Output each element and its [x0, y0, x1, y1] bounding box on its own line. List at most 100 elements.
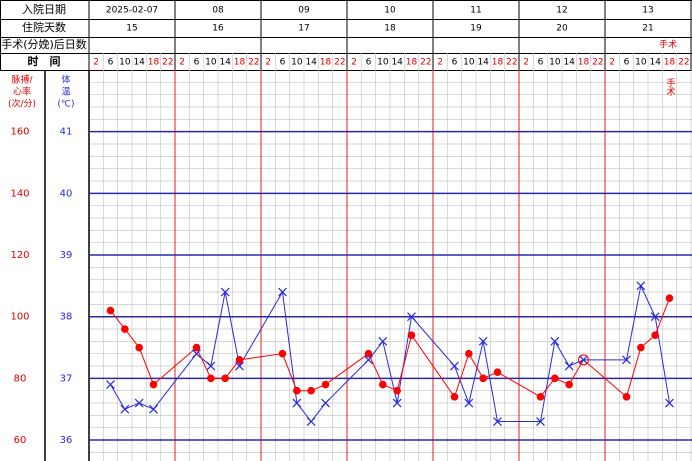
temp-axis-label: 体: [61, 74, 70, 86]
temp-x: [106, 380, 115, 389]
temp-x: [292, 398, 302, 408]
pulse-dot: [364, 349, 373, 358]
temp-marker: [149, 404, 158, 414]
temp-marker: [464, 398, 474, 408]
time-slot: 14: [219, 58, 231, 68]
time-slot: 22: [678, 58, 689, 68]
series-line: [110, 298, 670, 398]
time-slot: 22: [592, 58, 603, 68]
temp-marker: [564, 361, 574, 371]
temp-x: [278, 287, 287, 297]
temp-marker: [622, 355, 631, 365]
temp-marker: [550, 336, 560, 346]
time-slot: 6: [108, 58, 114, 68]
time-slot: 22: [248, 58, 259, 68]
annotation: 手术: [665, 77, 676, 97]
temp-marker: [220, 287, 230, 297]
time-slot: 10: [635, 58, 647, 68]
pulse-dot: [192, 343, 201, 352]
temp-marker: [292, 398, 302, 408]
temp-marker: [306, 417, 316, 426]
pulse-dot: [565, 380, 573, 389]
pulse-dot: [379, 380, 387, 389]
time-slot: 10: [205, 58, 217, 68]
pulse-dot: [465, 349, 473, 358]
time-slot: 18: [320, 58, 332, 68]
time-slot: 18: [406, 58, 418, 68]
time-slot: 2: [609, 58, 615, 68]
pulse-dot: [450, 393, 459, 401]
pulse-dot: [121, 325, 129, 333]
time-slot: 6: [366, 58, 372, 68]
time-slot: 2: [437, 58, 443, 68]
temp-x: [364, 355, 373, 365]
y-tick-label: 40: [60, 188, 73, 199]
y2-tick-label: 160: [10, 127, 29, 138]
time-slot: 14: [133, 58, 145, 68]
pulse-dot: [407, 331, 416, 339]
pulse-dot: [207, 374, 215, 383]
time-slot: 18: [664, 58, 676, 68]
y-tick-label: 37: [60, 373, 73, 384]
y-tick-label: 39: [60, 250, 73, 261]
time-slot: 2: [351, 58, 357, 68]
pulse-dot: [307, 386, 315, 395]
temp-marker: [665, 398, 674, 408]
y2-tick-label: 80: [14, 373, 27, 384]
temp-marker: [192, 349, 201, 359]
y2-tick-label: 140: [10, 188, 29, 199]
time-slot: 22: [420, 58, 431, 68]
temp-x: [220, 287, 230, 297]
pulse-dot: [479, 374, 487, 383]
pulse-axis-label: (次/分): [8, 98, 36, 110]
temp-marker: [106, 380, 115, 389]
row-label: 手术(分娩)后日数: [1, 37, 87, 51]
date: 13: [642, 6, 653, 16]
y2-tick-label: 120: [10, 250, 29, 261]
row-label: 时 间: [28, 54, 61, 68]
temp-x: [650, 312, 660, 322]
temp-x: [536, 417, 545, 426]
pulse-dot: [665, 294, 674, 302]
y2-tick-label: 60: [14, 435, 27, 446]
time-slot: 2: [523, 58, 529, 68]
temp-marker: [392, 398, 402, 408]
time-slot: 14: [305, 58, 317, 68]
time-slot: 14: [391, 58, 403, 68]
pulse-dot: [278, 349, 287, 358]
time-slot: 22: [506, 58, 517, 68]
time-slot: 2: [265, 58, 271, 68]
pulse-dot: [293, 386, 301, 395]
date: 12: [556, 6, 567, 16]
pulse-dot: [551, 374, 559, 383]
time-slot: 10: [377, 58, 389, 68]
pulse-dot: [393, 386, 401, 395]
temp-axis-label: (℃): [57, 100, 74, 110]
date: 09: [298, 6, 310, 16]
temp-axis-label: 温: [61, 87, 70, 98]
temp-marker: [579, 355, 588, 365]
pulse-axis-label: 脉搏/: [11, 74, 33, 86]
time-slot: 14: [563, 58, 575, 68]
temp-x: [134, 398, 144, 408]
temp-x: [306, 417, 316, 426]
pulse-dot: [637, 343, 645, 352]
temp-x: [579, 355, 588, 365]
row-label: 住院天数: [22, 20, 66, 34]
temp-x: [622, 355, 631, 365]
time-slot: 14: [477, 58, 489, 68]
temp-x: [192, 349, 201, 359]
hospital-day: 17: [298, 24, 309, 34]
pulse-dot: [135, 343, 143, 352]
temp-x: [407, 312, 416, 322]
temp-x: [478, 336, 488, 346]
time-slot: 18: [578, 58, 590, 68]
pulse-axis-label: 心率: [13, 86, 31, 98]
temp-x: [120, 404, 130, 414]
time-slot: 6: [194, 58, 200, 68]
pulse-dot: [221, 374, 229, 383]
temp-marker: [450, 361, 459, 371]
temp-x: [378, 336, 388, 346]
temp-x: [564, 361, 574, 371]
